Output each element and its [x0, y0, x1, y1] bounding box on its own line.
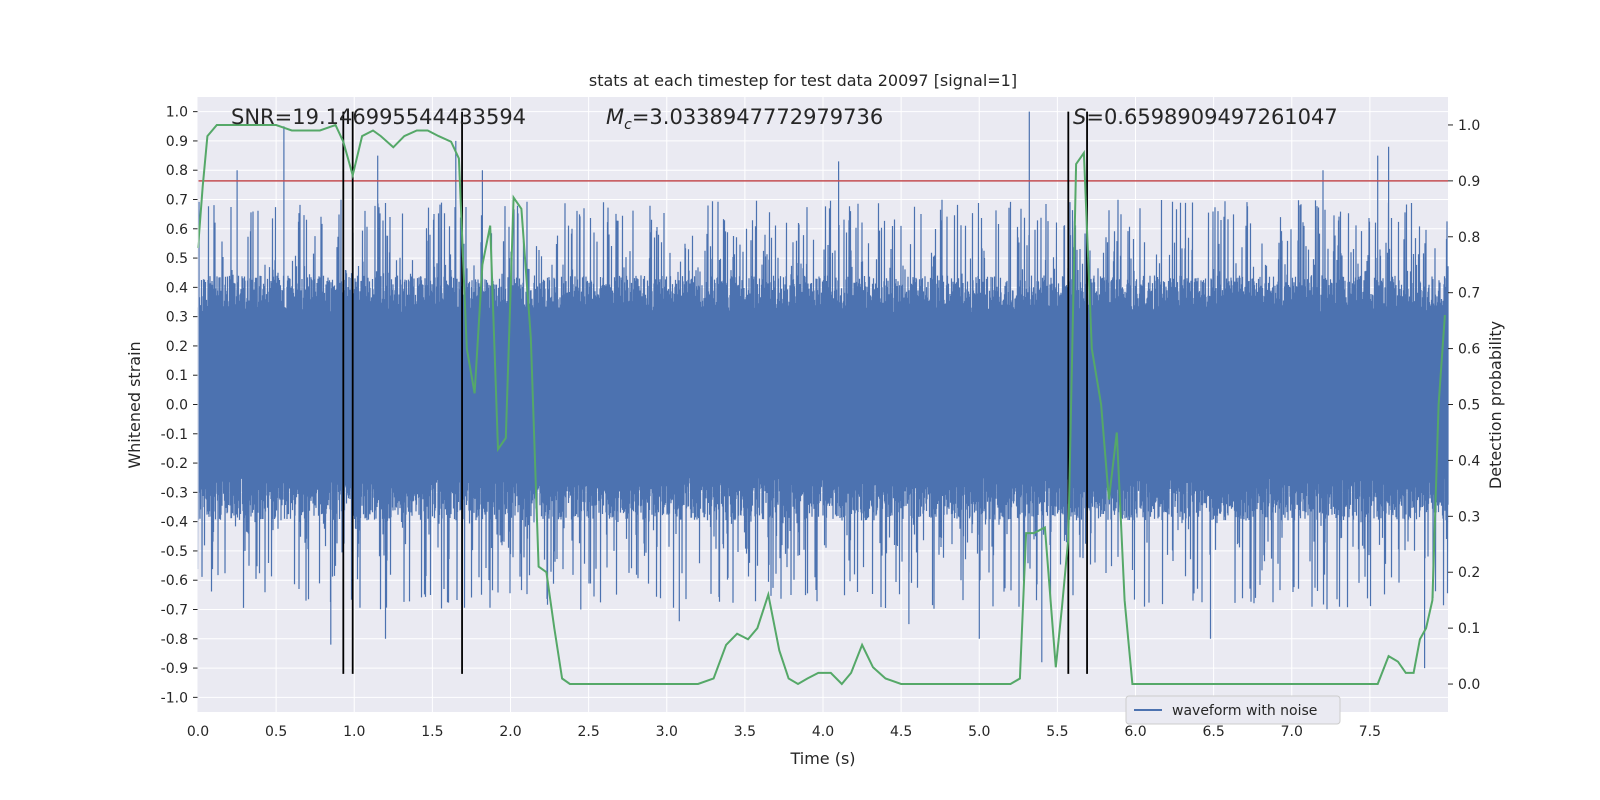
y-tick-label: 0.3 — [166, 310, 188, 326]
y-tick-label: -0.4 — [161, 515, 188, 531]
x-tick-label: 5.0 — [968, 724, 990, 740]
y-tick-label: -0.7 — [161, 603, 188, 619]
x-axis-ticks: 0.0 0.5 1.0 1.5 2.0 2.5 3.0 3.5 4.0 4.5 5.0 5.5 6.0 6… — [187, 724, 1381, 740]
y-tick-label: -0.8 — [161, 632, 188, 648]
waveform-series — [197, 111, 1449, 669]
y2-tick-label: 1.0 — [1458, 118, 1480, 134]
y-tick-label: -0.3 — [161, 485, 188, 501]
s-annotation: S=0.6598909497261047 — [1073, 105, 1338, 129]
y-tick-label: -0.1 — [161, 427, 188, 443]
y2-tick-label: 0.2 — [1458, 565, 1480, 581]
x-axis-label: Time (s) — [789, 749, 855, 768]
y-tick-label: 0.4 — [166, 280, 188, 296]
y-tick-label: 1.0 — [166, 105, 188, 121]
x-tick-label: 0.0 — [187, 724, 209, 740]
snr-annotation: SNR=19.146995544433594 — [231, 105, 526, 129]
x-tick-label: 1.5 — [421, 724, 443, 740]
y-tick-label: -0.5 — [161, 544, 188, 560]
y-tick-label: 0.2 — [166, 339, 188, 355]
y-tick-label: 0.6 — [166, 222, 188, 238]
mc-annotation: Mc=3.0338947772979736 — [606, 105, 883, 133]
y2-tick-label: 0.7 — [1458, 286, 1480, 302]
x-tick-label: 7.5 — [1359, 724, 1381, 740]
x-tick-label: 3.0 — [656, 724, 678, 740]
y-tick-label: -0.9 — [161, 661, 188, 677]
y2-axis-ticks: 0.0 0.1 0.2 0.3 0.4 0.5 0.6 0.7 0.8 0.9 1.0 — [1448, 118, 1480, 693]
s-value: =0.6598909497261047 — [1086, 105, 1337, 129]
y2-tick-label: 0.4 — [1458, 453, 1480, 469]
y2-tick-label: 0.0 — [1458, 677, 1480, 693]
y2-tick-label: 0.6 — [1458, 342, 1480, 358]
y2-tick-label: 0.9 — [1458, 174, 1480, 190]
y-tick-label: 0.0 — [166, 398, 188, 414]
vertical-markers — [342, 111, 1088, 674]
s-symbol: S — [1073, 105, 1086, 129]
y2-tick-label: 0.3 — [1458, 509, 1480, 525]
x-tick-label: 0.5 — [265, 724, 287, 740]
x-tick-label: 5.5 — [1046, 724, 1068, 740]
waveform-trace — [197, 111, 1449, 669]
chart-title: stats at each timestep for test data 200… — [589, 71, 1017, 90]
legend: waveform with noise — [1125, 695, 1341, 725]
x-tick-label: 3.5 — [734, 724, 756, 740]
x-tick-label: 2.0 — [499, 724, 521, 740]
legend-box — [1125, 695, 1341, 725]
y-tick-label: -0.6 — [161, 573, 188, 589]
x-tick-label: 2.5 — [577, 724, 599, 740]
y-tick-label: -0.2 — [161, 456, 188, 472]
legend-entry: waveform with noise — [1172, 703, 1317, 719]
x-tick-label: 6.5 — [1202, 724, 1224, 740]
y-tick-label: -1.0 — [161, 690, 188, 706]
y2-tick-label: 0.1 — [1458, 621, 1480, 637]
x-tick-label: 6.0 — [1124, 724, 1146, 740]
y2-axis-label: Detection probability — [1486, 321, 1505, 489]
y-tick-label: 0.5 — [166, 251, 188, 267]
y-axis-ticks: -1.0 -0.9 -0.8 -0.7 -0.6 -0.5 -0.4 -0.3 -0.2 -0.1… — [161, 105, 198, 706]
y2-tick-label: 0.5 — [1458, 398, 1480, 414]
y-tick-label: 0.8 — [166, 163, 188, 179]
x-tick-label: 7.0 — [1281, 724, 1303, 740]
mc-value: =3.0338947772979736 — [632, 105, 883, 129]
mc-symbol: M — [606, 105, 624, 129]
y-tick-label: 0.1 — [166, 368, 188, 384]
y-tick-label: 0.7 — [166, 193, 188, 209]
y-axis-label: Whitened strain — [125, 341, 144, 468]
x-tick-label: 4.5 — [890, 724, 912, 740]
x-tick-label: 1.0 — [343, 724, 365, 740]
probability-series-line — [197, 123, 1446, 686]
x-tick-label: 4.0 — [812, 724, 834, 740]
y-tick-label: 0.9 — [166, 134, 188, 150]
mc-subscript: c — [624, 117, 632, 133]
y2-tick-label: 0.8 — [1458, 230, 1480, 246]
